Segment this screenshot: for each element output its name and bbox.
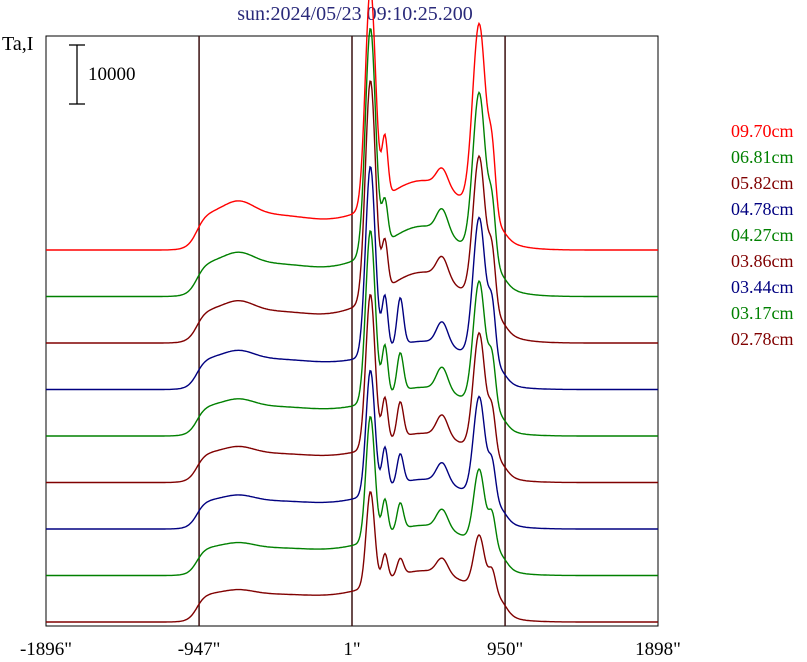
series-line-02.78cm — [46, 491, 658, 623]
legend-entry-2: 05.82cm — [731, 173, 794, 193]
legend-entry-6: 03.44cm — [731, 277, 794, 297]
legend-entry-7: 03.17cm — [731, 303, 794, 323]
scale-bar-label: 10000 — [88, 64, 136, 85]
series-line-09.70cm — [46, 0, 658, 251]
legend-entry-0: 09.70cm — [731, 121, 794, 141]
series-line-03.44cm — [46, 369, 658, 530]
legend-entry-4: 04.27cm — [731, 225, 794, 245]
x-tick-label-4: 1898" — [635, 639, 681, 660]
legend-entry-1: 06.81cm — [731, 147, 794, 167]
series-line-06.81cm — [46, 27, 658, 298]
series-line-04.27cm — [46, 229, 658, 437]
x-tick-label-1: -947" — [178, 639, 221, 660]
legend: 09.70cm 06.81cm 05.82cm 04.78cm 04.27cm 03.86… — [731, 121, 794, 349]
legend-entry-3: 04.78cm — [731, 199, 794, 219]
series-line-03.17cm — [46, 415, 658, 577]
vertical-marker-lines — [198, 36, 506, 626]
y-axis-label: Ta,I — [2, 33, 33, 55]
series-group — [46, 0, 658, 623]
x-tick-labels: -1896" -947" 1" 950" 1898" — [20, 639, 681, 660]
legend-entry-8: 02.78cm — [731, 329, 794, 349]
chart-title: sun:2024/05/23 09:10:25.200 — [237, 3, 473, 25]
x-tick-label-3: 950" — [487, 639, 523, 660]
x-tick-label-0: -1896" — [20, 639, 72, 660]
series-line-05.82cm — [46, 80, 658, 344]
series-line-03.86cm — [46, 293, 658, 484]
legend-entry-5: 03.86cm — [731, 251, 794, 271]
x-tick-label-2: 1" — [343, 639, 360, 660]
series-line-04.78cm — [46, 165, 658, 391]
scale-bar: 10000 — [69, 44, 136, 105]
